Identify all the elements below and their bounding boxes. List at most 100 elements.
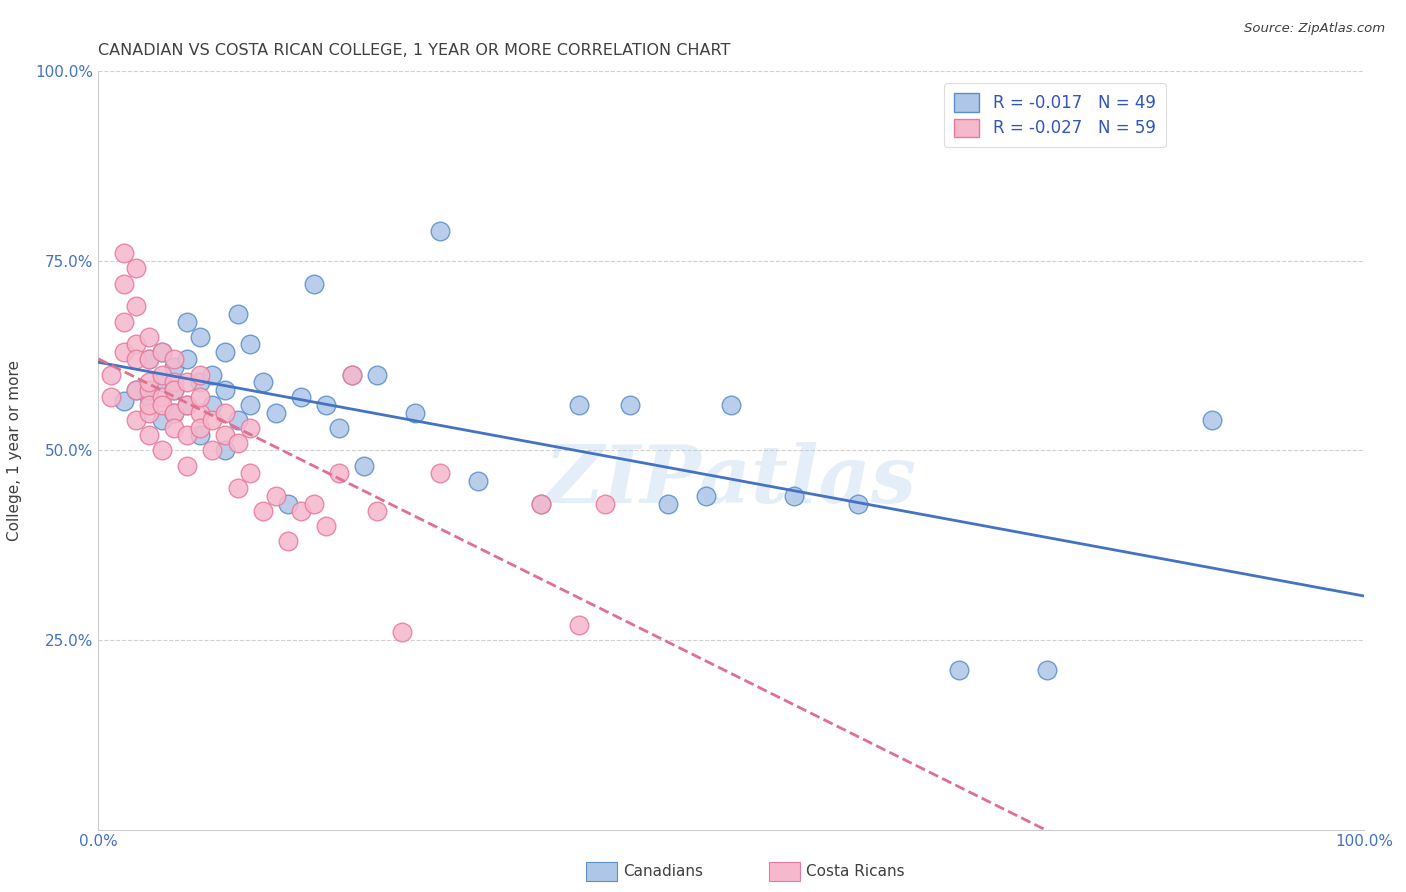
Point (214, 443, 236, 458)
Point (353, 458, 375, 473)
Point (150, 398, 173, 412)
Point (125, 337, 148, 351)
Point (404, 405, 426, 420)
Point (239, 398, 262, 412)
Point (429, 223, 451, 237)
Point (125, 383, 148, 397)
Point (340, 368, 363, 382)
Point (201, 398, 224, 412)
Legend: R = -0.017   N = 49, R = -0.027   N = 59: R = -0.017 N = 49, R = -0.027 N = 59 (945, 84, 1166, 147)
Text: Source: ZipAtlas.com: Source: ZipAtlas.com (1244, 22, 1385, 36)
Point (188, 405, 211, 420)
Point (112, 277, 135, 291)
Point (125, 413, 148, 427)
Point (226, 482, 249, 496)
Point (226, 413, 249, 427)
Point (328, 421, 350, 435)
Point (530, 496, 553, 510)
Point (138, 398, 160, 412)
Text: Canadians: Canadians (623, 864, 703, 879)
Point (112, 314, 135, 328)
Point (214, 428, 236, 442)
Point (188, 330, 211, 344)
Point (315, 519, 337, 533)
Point (112, 246, 135, 260)
Text: CANADIAN VS COSTA RICAN COLLEGE, 1 YEAR OR MORE CORRELATION CHART: CANADIAN VS COSTA RICAN COLLEGE, 1 YEAR … (98, 43, 731, 58)
Point (188, 428, 211, 442)
Point (138, 391, 160, 405)
Point (226, 307, 249, 321)
Point (366, 504, 388, 518)
Point (138, 383, 160, 397)
Point (100, 391, 122, 405)
Point (1036, 664, 1059, 678)
Point (846, 496, 869, 510)
Point (239, 421, 262, 435)
Point (214, 344, 236, 359)
Point (125, 383, 148, 397)
Point (176, 376, 198, 390)
Point (163, 359, 186, 375)
Point (176, 398, 198, 412)
Point (125, 300, 148, 314)
Text: Costa Ricans: Costa Ricans (806, 864, 904, 879)
Point (277, 496, 299, 510)
Point (568, 398, 591, 412)
Y-axis label: College, 1 year or more: College, 1 year or more (7, 360, 21, 541)
Point (150, 443, 173, 458)
Point (150, 344, 173, 359)
Point (150, 368, 173, 382)
Point (138, 428, 160, 442)
Point (619, 398, 641, 412)
Point (593, 496, 616, 510)
Point (150, 391, 173, 405)
Point (176, 398, 198, 412)
Point (467, 474, 489, 488)
Point (277, 534, 299, 549)
Point (720, 398, 742, 412)
Point (176, 314, 198, 328)
Point (188, 376, 211, 390)
Point (315, 398, 337, 412)
Point (163, 383, 186, 397)
Point (138, 352, 160, 367)
Point (150, 413, 173, 427)
Point (226, 436, 249, 450)
Point (163, 405, 186, 420)
Point (163, 421, 186, 435)
Point (176, 428, 198, 442)
Point (163, 405, 186, 420)
Point (163, 383, 186, 397)
Point (176, 458, 198, 473)
Point (138, 405, 160, 420)
Point (138, 352, 160, 367)
Point (112, 344, 135, 359)
Point (214, 405, 236, 420)
Point (201, 368, 224, 382)
Point (568, 617, 591, 632)
Point (125, 352, 148, 367)
Point (252, 504, 274, 518)
Point (201, 443, 224, 458)
Point (112, 394, 135, 409)
Point (188, 368, 211, 382)
Point (530, 496, 553, 510)
Point (328, 467, 350, 481)
Point (239, 467, 262, 481)
Point (391, 625, 413, 640)
Text: ZIPatlas: ZIPatlas (546, 442, 917, 519)
Point (290, 504, 312, 518)
Point (214, 383, 236, 397)
Point (188, 421, 211, 435)
Point (100, 368, 122, 382)
Point (290, 391, 312, 405)
Point (340, 368, 363, 382)
Point (366, 368, 388, 382)
Point (695, 489, 717, 503)
Point (657, 496, 679, 510)
Point (948, 664, 970, 678)
Point (150, 376, 173, 390)
Point (201, 413, 224, 427)
Point (239, 337, 262, 351)
Point (429, 467, 451, 481)
